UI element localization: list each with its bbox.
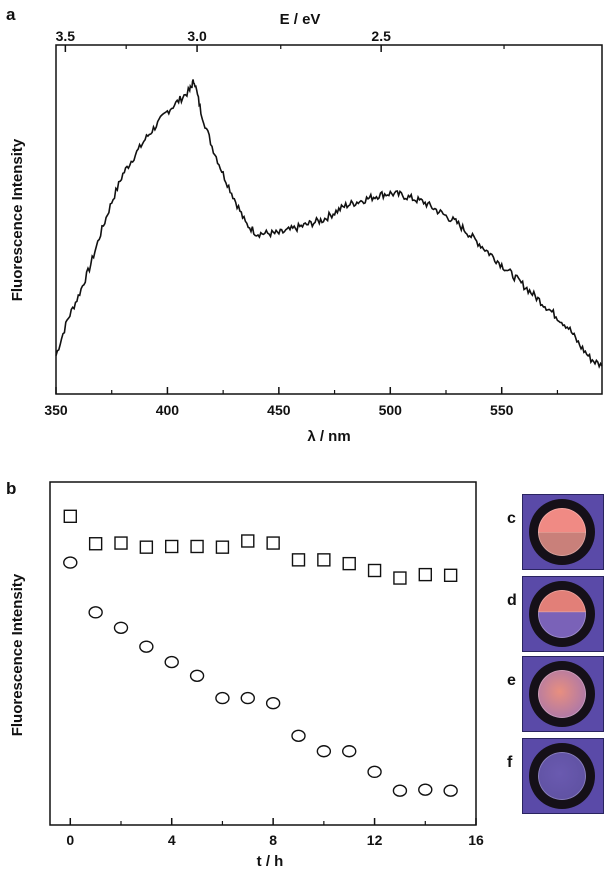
circle-marker	[265, 697, 281, 710]
photo-d	[522, 576, 604, 652]
top-tick-label: 3.0	[187, 28, 207, 44]
x-ticks-b: 0 4 8 12 16	[66, 818, 484, 848]
x-tick-label: 450	[267, 402, 291, 418]
x-tick-label: 400	[156, 402, 180, 418]
square-marker	[88, 537, 103, 551]
x-tick-label: 16	[468, 832, 484, 848]
x-tick-label: 12	[367, 832, 383, 848]
circle-marker	[113, 621, 129, 634]
circle-marker	[189, 669, 205, 682]
photo-c	[522, 494, 604, 570]
photo-label-c: c	[507, 510, 516, 527]
photo-f	[522, 738, 604, 814]
square-marker	[63, 509, 77, 523]
square-marker	[367, 563, 382, 578]
square-marker	[291, 553, 306, 567]
panel-label-a: a	[6, 5, 16, 24]
top-tick-label: 2.5	[371, 28, 391, 44]
circle-marker	[342, 745, 357, 758]
photo-label-f: f	[507, 754, 513, 771]
square-marker	[165, 539, 179, 554]
plot-frame-b	[49, 481, 477, 826]
square-marker	[443, 568, 458, 582]
x-tick-label: 350	[44, 402, 68, 418]
square-marker	[393, 571, 407, 585]
y-axis-title-b: Fluorescence Intensity	[9, 573, 26, 736]
circle-marker	[88, 606, 103, 619]
plot-frame-a	[55, 44, 603, 395]
circle-marker	[139, 640, 154, 653]
circle-marker	[164, 655, 179, 669]
photo-label-e: e	[507, 672, 516, 689]
square-marker	[342, 556, 356, 571]
circle-marker	[443, 784, 458, 797]
vial-content	[538, 590, 586, 638]
x-tick-label: 8	[269, 832, 277, 848]
square-marker	[241, 534, 255, 548]
top-ticks-a: 3.5 3.0 2.5	[56, 28, 505, 52]
top-axis-title-a: E / eV	[280, 11, 321, 28]
x-tick-label: 4	[168, 832, 176, 848]
square-marker	[418, 567, 432, 582]
x-tick-label: 500	[379, 402, 403, 418]
square-marker	[190, 539, 204, 554]
chart-a: 350 400 450 500 550 3.5 3.0 2.5 λ / nm E / eV …	[9, 11, 603, 445]
square-marker	[114, 536, 128, 550]
circle-marker	[215, 691, 230, 705]
x-axis-title-b: t / h	[257, 853, 284, 870]
circle-marker	[392, 784, 408, 797]
circle-marker	[316, 745, 332, 758]
x-tick-label: 0	[66, 832, 74, 848]
circle-marker	[418, 783, 433, 796]
markers-b	[63, 509, 458, 797]
square-marker	[139, 540, 154, 554]
circle-marker	[291, 729, 306, 743]
vial-content	[538, 670, 586, 718]
square-marker	[215, 540, 230, 554]
spectrum-line	[55, 79, 603, 369]
top-tick-label: 3.5	[56, 28, 76, 44]
photo-label-d: d	[507, 592, 517, 609]
square-marker	[317, 553, 331, 567]
circle-marker	[240, 691, 255, 705]
circle-marker	[367, 765, 382, 779]
panel-label-b: b	[6, 479, 16, 498]
x-ticks-a: 350 400 450 500 550	[44, 387, 559, 418]
x-axis-title-a: λ / nm	[307, 428, 350, 445]
chart-b: 0 4 8 12 16 t / h Fluorescence Intensity	[9, 481, 484, 870]
square-marker	[266, 536, 280, 550]
x-tick-label: 550	[490, 402, 514, 418]
photo-e	[522, 656, 604, 732]
vial-content	[538, 508, 586, 556]
circle-marker	[63, 556, 78, 569]
vial-content	[538, 752, 586, 800]
y-axis-title-a: Fluorescence Intensity	[9, 138, 26, 301]
